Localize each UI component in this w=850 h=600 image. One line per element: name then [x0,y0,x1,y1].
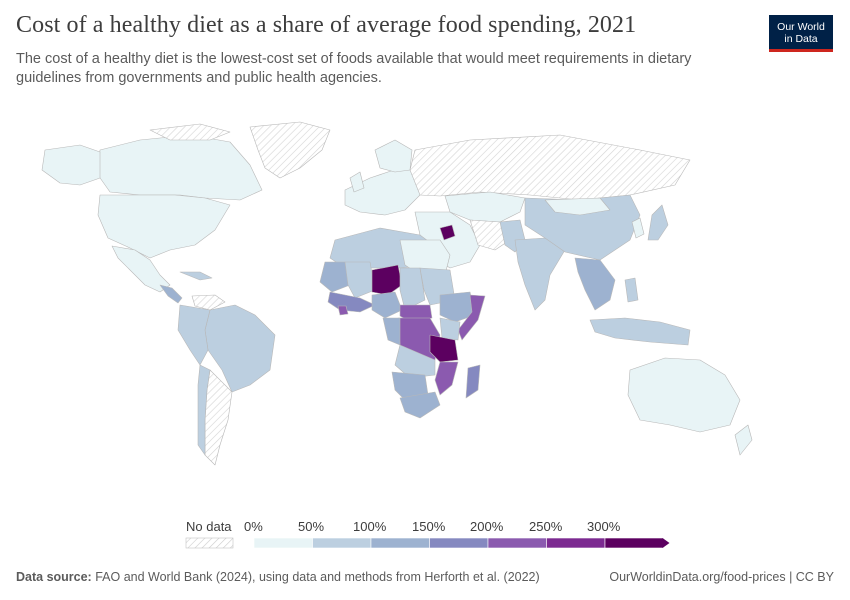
source-label: Data source: [16,570,92,584]
legend-no-data-swatch [185,537,234,549]
legend-tick-5: 250% [529,519,563,534]
region-chile[interactable] [197,364,211,456]
legend-arrow [662,538,670,548]
legend-no-data-label: No data [186,519,232,534]
region-sierra-leone[interactable] [337,305,349,316]
region-australia[interactable] [627,357,741,433]
region-europe[interactable] [344,167,421,216]
world-map [41,121,753,466]
region-central-asia[interactable] [444,191,526,223]
legend-tick-6: 300% [587,519,621,534]
legend-bin-6[interactable] [604,537,664,549]
region-southeast-asia[interactable] [574,257,616,311]
region-iran[interactable] [469,219,511,251]
region-venezuela[interactable] [191,294,226,311]
region-mozambique[interactable] [434,361,459,396]
region-madagascar[interactable] [465,364,481,399]
legend-bin-4[interactable] [487,537,547,549]
region-andes[interactable] [177,304,211,366]
legend-bins [253,537,670,549]
chart-subtitle: The cost of a healthy diet is the lowest… [16,51,692,86]
region-korea[interactable] [631,217,645,239]
chart-title: Cost of a healthy diet as a share of ave… [16,12,637,38]
region-niger[interactable] [371,264,403,296]
region-nigeria[interactable] [371,291,403,319]
legend-bin-2[interactable] [370,537,430,549]
legend-tick-2: 100% [353,519,387,534]
region-alaska[interactable] [41,144,101,186]
source-text: FAO and World Bank (2024), using data an… [95,570,540,584]
legend-bin-0[interactable] [253,537,313,549]
legend-bin-5[interactable] [546,537,606,549]
owid-link[interactable]: OurWorldinData.org/food-prices | CC BY [609,570,834,584]
region-uk[interactable] [349,171,365,193]
region-indonesia[interactable] [589,317,691,346]
region-new-zealand[interactable] [734,424,753,456]
region-caribbean[interactable] [179,271,213,281]
logo-line-2: in Data [784,33,818,45]
region-south-africa[interactable] [399,391,441,419]
region-philippines[interactable] [624,277,639,303]
region-greenland[interactable] [249,121,331,179]
owid-logo[interactable]: Our World in Data [769,15,833,52]
region-syria[interactable] [439,224,456,241]
legend-bin-1[interactable] [312,537,372,549]
region-japan[interactable] [647,204,669,241]
region-china[interactable] [524,194,641,261]
region-mali[interactable] [344,261,376,299]
legend-no-data[interactable]: No data [185,519,234,549]
legend-tick-0: 0% [244,519,263,534]
legend-tick-4: 200% [470,519,504,534]
region-tanzania[interactable] [429,334,459,363]
legend-bin-3[interactable] [429,537,489,549]
region-central-america[interactable] [159,284,183,304]
legend-ticks: 0% 50% 100% 150% 200% 250% 300% [244,519,621,534]
region-arctic-islands[interactable] [149,123,231,141]
region-mauritania[interactable] [319,261,351,293]
region-ethiopia[interactable] [439,291,476,323]
region-usa[interactable] [97,194,231,259]
logo-line-1: Our World [777,21,825,33]
footer: Data source: FAO and World Bank (2024), … [16,570,834,584]
legend-tick-1: 50% [298,519,324,534]
region-somalia[interactable] [457,294,486,341]
legend-tick-3: 150% [412,519,446,534]
region-mongolia[interactable] [544,197,611,216]
region-kenya[interactable] [439,317,461,341]
